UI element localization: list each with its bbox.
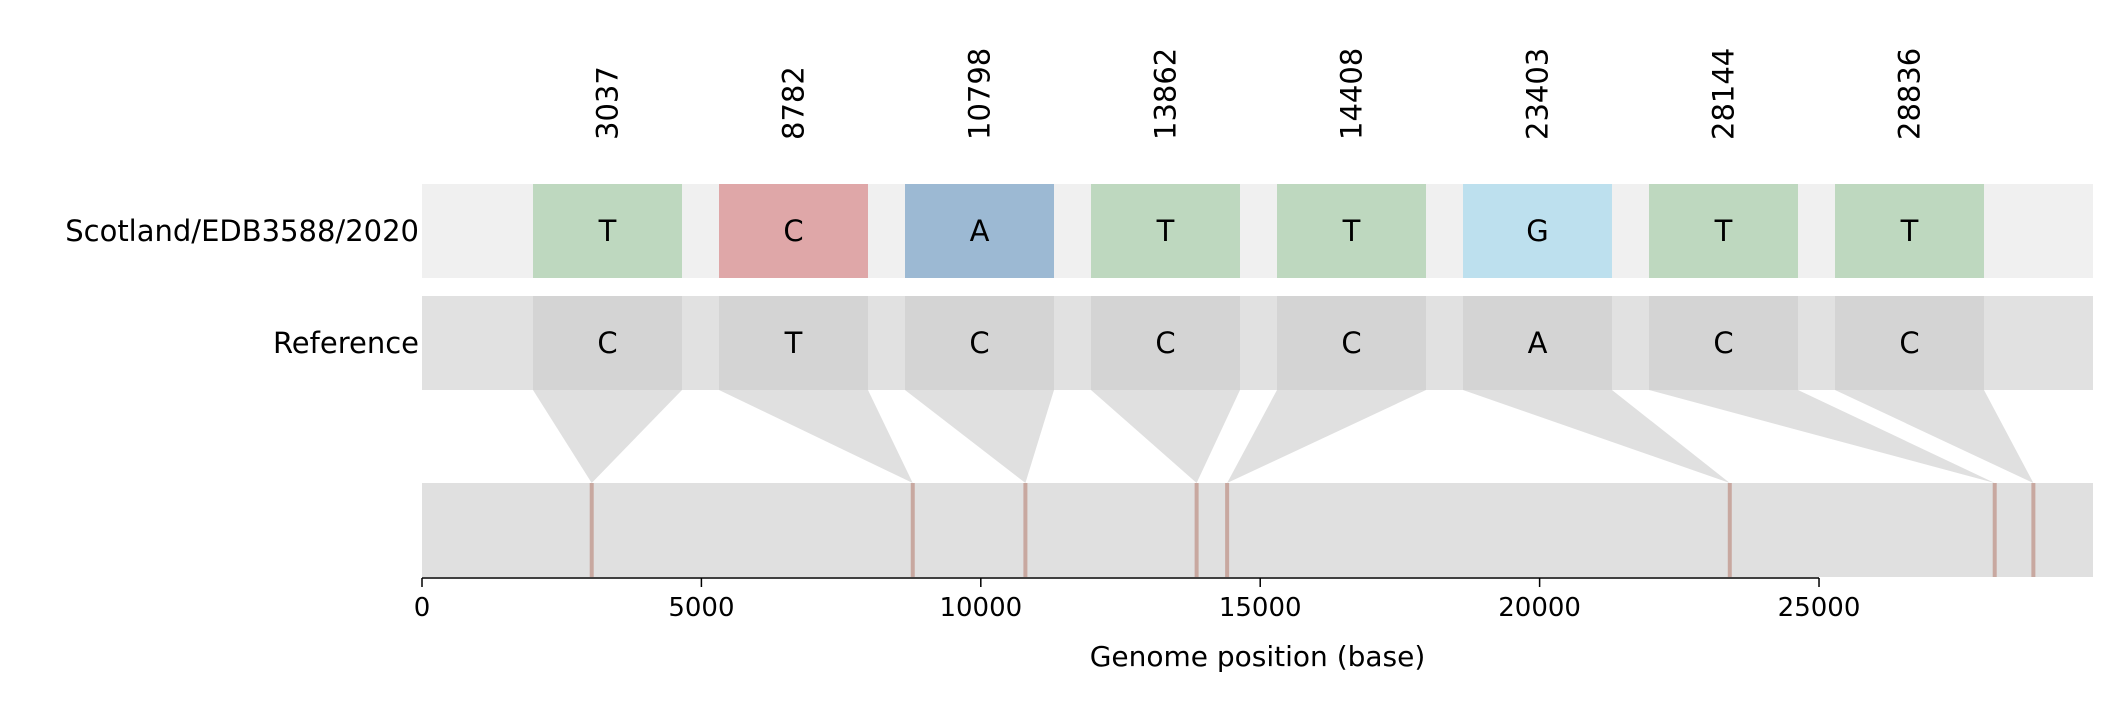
snp-connector-10798 [905, 390, 1054, 483]
reference-base-box-13862 [1091, 296, 1240, 390]
snp-connector-28144 [1649, 390, 1995, 483]
sample-base-label-10798: A [970, 214, 990, 248]
x-tick-label-20000: 20000 [1498, 593, 1581, 623]
snp-position-label-23403: 23403 [1521, 48, 1555, 140]
x-axis: 0 5000 10000 15000 20000 25000 [414, 577, 1861, 623]
reference-base-label-14408: C [1341, 326, 1361, 360]
connectors-layer [533, 390, 2034, 483]
genome-track [422, 483, 2093, 577]
reference-base-box-8782 [719, 296, 868, 390]
sample-base-label-28836: T [1900, 214, 1919, 248]
x-axis-label: Genome position (base) [1090, 640, 1426, 673]
reference-base-label-23403: A [1528, 326, 1548, 360]
sample-base-box-8782 [719, 184, 868, 278]
snp-connector-23403 [1463, 390, 1730, 483]
labels-layer: Scotland/EDB3588/2020 Reference 3037 8782 10… [65, 48, 1926, 360]
snp-markers-layer [589, 483, 2036, 577]
reference-base-box-14408 [1277, 296, 1426, 390]
x-tick-label-15000: 15000 [1219, 593, 1302, 623]
snp-connector-14408 [1227, 390, 1426, 483]
base-boxes-layer: T C C T A C T C T C G A T C T C [533, 184, 1984, 390]
reference-base-label-28144: C [1713, 326, 1733, 360]
reference-track [422, 296, 2093, 390]
snp-connector-28836 [1835, 390, 2034, 483]
snp-position-label-8782: 8782 [777, 66, 811, 140]
sample-base-box-10798 [905, 184, 1054, 278]
snp-position-label-13862: 13862 [1149, 48, 1183, 140]
reference-base-label-28836: C [1899, 326, 1919, 360]
sample-base-box-3037 [533, 184, 682, 278]
snp-position-label-10798: 10798 [963, 48, 997, 140]
sample-base-label-28144: T [1714, 214, 1733, 248]
sample-track [422, 184, 2093, 278]
snp-connector-3037 [533, 390, 682, 483]
sample-base-label-3037: T [598, 214, 617, 248]
reference-base-box-3037 [533, 296, 682, 390]
x-tick-label-10000: 10000 [939, 593, 1022, 623]
tracks-layer [422, 184, 2093, 577]
sample-base-box-14408 [1277, 184, 1426, 278]
sample-base-box-13862 [1091, 184, 1240, 278]
reference-base-box-23403 [1463, 296, 1612, 390]
reference-base-box-28836 [1835, 296, 1984, 390]
snp-position-label-28836: 28836 [1893, 48, 1927, 140]
row-label-sample: Scotland/EDB3588/2020 [65, 214, 419, 248]
reference-base-label-10798: C [969, 326, 989, 360]
x-tick-label-5000: 5000 [668, 593, 734, 623]
sample-base-box-28144 [1649, 184, 1798, 278]
row-label-reference: Reference [273, 326, 419, 360]
sample-base-label-23403: G [1526, 214, 1548, 248]
reference-base-label-3037: C [597, 326, 617, 360]
snp-position-label-28144: 28144 [1707, 48, 1741, 140]
snp-position-label-14408: 14408 [1335, 48, 1369, 140]
sample-base-label-14408: T [1342, 214, 1361, 248]
sample-base-label-8782: C [783, 214, 803, 248]
x-tick-label-0: 0 [414, 593, 431, 623]
sample-base-box-28836 [1835, 184, 1984, 278]
reference-base-box-10798 [905, 296, 1054, 390]
reference-base-box-28144 [1649, 296, 1798, 390]
reference-base-label-13862: C [1155, 326, 1175, 360]
snp-connector-13862 [1091, 390, 1240, 483]
sample-base-box-23403 [1463, 184, 1612, 278]
reference-base-label-8782: T [784, 326, 803, 360]
snp-connector-8782 [719, 390, 913, 483]
snp-position-label-3037: 3037 [591, 66, 625, 140]
sample-base-label-13862: T [1156, 214, 1175, 248]
x-tick-label-25000: 25000 [1778, 593, 1861, 623]
